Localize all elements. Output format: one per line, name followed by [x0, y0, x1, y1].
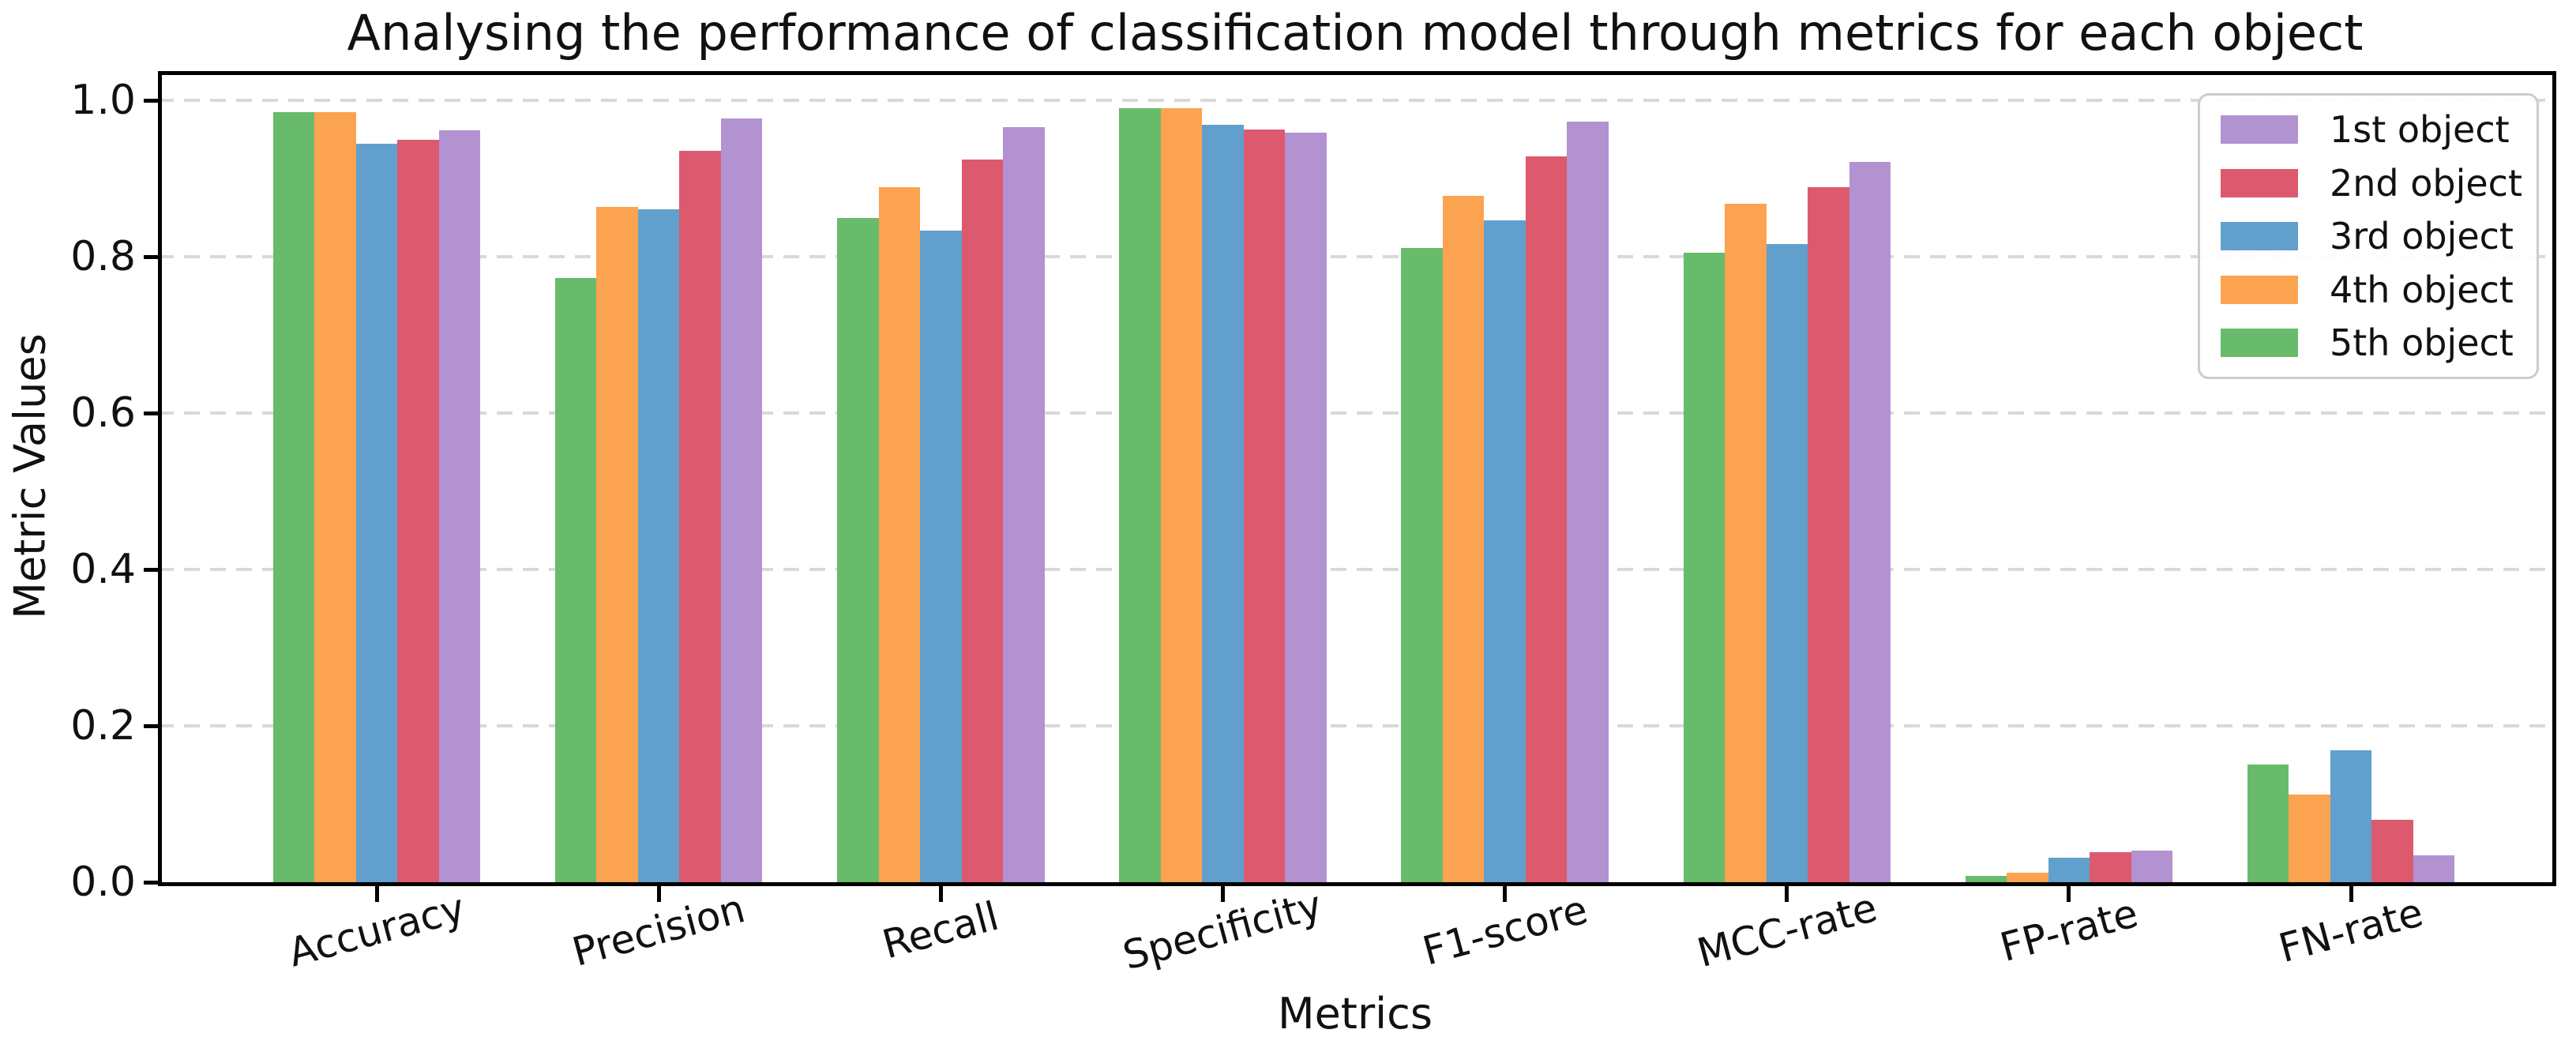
bar-f1-score-2nd	[1525, 156, 1568, 882]
legend-swatch	[2221, 329, 2298, 357]
bar-mcc-rate-2nd	[1808, 186, 1849, 882]
legend-item-1st: 1st object	[2221, 111, 2516, 148]
bar-f1-score-1st	[1567, 121, 1609, 882]
bar-recall-5th	[837, 217, 879, 882]
x-tick-mark	[1503, 886, 1508, 902]
bar-fp-rate-4th	[2007, 873, 2048, 882]
bar-fp-rate-2nd	[2090, 852, 2131, 882]
bar-specificity-5th	[1119, 107, 1161, 882]
y-tick-label: 1.0	[70, 77, 136, 124]
bar-mcc-rate-4th	[1725, 203, 1767, 882]
bar-accuracy-2nd	[397, 140, 439, 882]
grid-line	[158, 724, 2556, 727]
bar-specificity-4th	[1160, 107, 1203, 882]
x-tick-mark	[2349, 886, 2353, 902]
bar-mcc-rate-1st	[1849, 162, 1891, 882]
bar-fp-rate-5th	[1965, 876, 2007, 882]
bar-fn-rate-1st	[2413, 855, 2455, 882]
bar-accuracy-5th	[272, 111, 315, 882]
legend-swatch	[2221, 168, 2298, 197]
x-tick-mark	[374, 886, 379, 902]
y-tick-label: 0.8	[70, 233, 136, 280]
legend-label: 3rd object	[2330, 215, 2514, 257]
bar-specificity-2nd	[1243, 129, 1286, 882]
bar-f1-score-3rd	[1484, 220, 1526, 882]
bar-fn-rate-3rd	[2330, 750, 2372, 882]
bar-accuracy-4th	[314, 111, 356, 882]
plot-right-spine	[2552, 71, 2556, 886]
bar-precision-1st	[720, 118, 763, 882]
plot-bottom-spine	[158, 882, 2556, 886]
y-tick-label: 0.0	[70, 859, 136, 906]
bar-recall-1st	[1003, 126, 1045, 882]
y-tick-mark	[144, 255, 158, 259]
bar-fn-rate-5th	[2247, 764, 2289, 882]
bar-specificity-1st	[1285, 132, 1327, 882]
bar-precision-2nd	[679, 151, 721, 882]
bar-accuracy-3rd	[355, 144, 398, 882]
bar-fn-rate-2nd	[2371, 819, 2413, 882]
x-tick-mark	[656, 886, 661, 902]
x-axis-label: Metrics	[1277, 989, 1433, 1039]
bar-f1-score-5th	[1401, 248, 1443, 882]
legend-label: 4th object	[2330, 268, 2514, 311]
bar-fp-rate-3rd	[2048, 858, 2090, 882]
grid-line	[158, 568, 2556, 571]
bar-accuracy-1st	[438, 130, 481, 882]
legend-label: 5th object	[2330, 321, 2514, 364]
plot-top-spine	[158, 71, 2556, 75]
bar-mcc-rate-3rd	[1766, 244, 1808, 882]
legend-item-5th: 5th object	[2221, 325, 2516, 361]
y-tick-label: 0.4	[70, 546, 136, 593]
chart-title: Analysing the performance of classificat…	[347, 4, 2364, 62]
y-tick-mark	[144, 881, 158, 885]
bar-f1-score-4th	[1442, 195, 1485, 882]
grid-line	[158, 411, 2556, 415]
legend-swatch	[2221, 115, 2298, 144]
legend-swatch	[2221, 275, 2298, 304]
y-tick-mark	[144, 411, 158, 415]
bar-fn-rate-4th	[2289, 795, 2330, 882]
grid-line	[158, 99, 2556, 102]
y-tick-label: 0.6	[70, 389, 136, 437]
bar-recall-2nd	[961, 160, 1004, 882]
bar-recall-4th	[878, 186, 921, 882]
legend-item-4th: 4th object	[2221, 272, 2516, 308]
bar-precision-3rd	[637, 209, 680, 882]
y-tick-mark	[144, 568, 158, 572]
bar-recall-3rd	[920, 231, 962, 882]
legend-label: 1st object	[2330, 108, 2510, 151]
plot-left-spine	[158, 71, 162, 886]
x-tick-mark	[1785, 886, 1789, 902]
legend: 1st object 2nd object 3rd object 4th object…	[2198, 93, 2539, 379]
legend-item-2nd: 2nd object	[2221, 165, 2522, 201]
bar-specificity-3rd	[1202, 124, 1244, 882]
y-tick-label: 0.2	[70, 702, 136, 750]
legend-item-3rd: 3rd object	[2221, 218, 2516, 254]
bar-fp-rate-1st	[2131, 851, 2173, 882]
legend-label: 2nd object	[2330, 161, 2522, 205]
y-tick-mark	[144, 724, 158, 728]
legend-swatch	[2221, 222, 2298, 250]
bar-precision-5th	[554, 277, 597, 882]
x-tick-mark	[938, 886, 943, 902]
bar-precision-4th	[596, 206, 638, 882]
bar-mcc-rate-5th	[1683, 253, 1725, 882]
y-tick-mark	[144, 99, 158, 103]
x-tick-mark	[1220, 886, 1225, 902]
x-tick-mark	[2067, 886, 2071, 902]
grid-line	[158, 255, 2556, 258]
